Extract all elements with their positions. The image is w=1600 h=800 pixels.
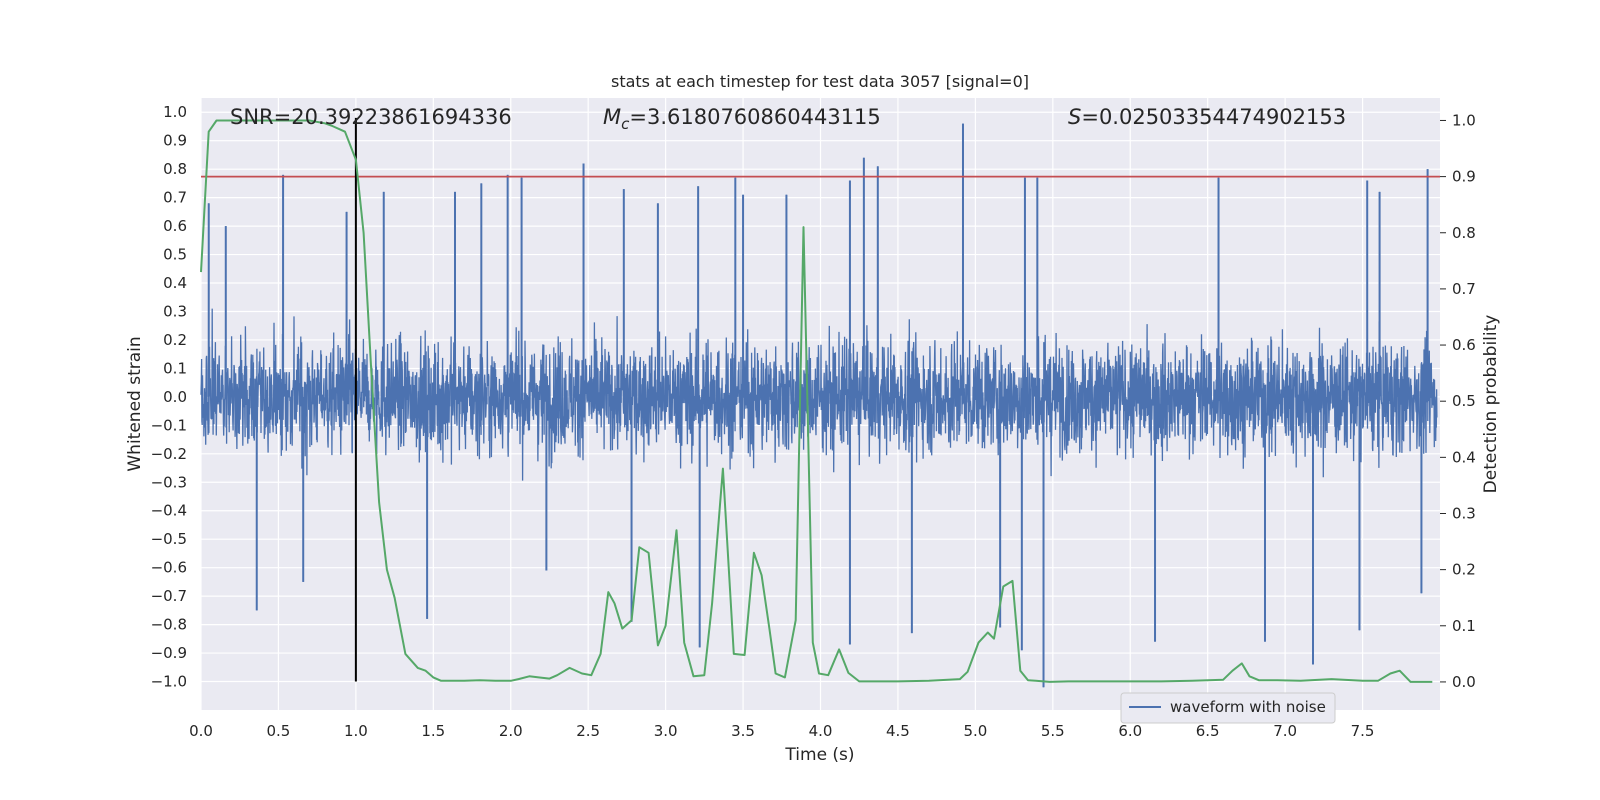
y-right-axis-label: Detection probability [1481, 315, 1501, 494]
y-left-tick-label: 0.0 [163, 388, 187, 406]
y-right-tick-label: 0.1 [1452, 617, 1476, 635]
y-left-tick-label: −0.8 [151, 616, 187, 634]
x-tick-label: 5.5 [1041, 722, 1065, 740]
y-left-tick-labels: 1.0 0.9 0.8 0.7 0.6 0.5 0.4 0.3 0.2 0.1 0.0 −0.1 −0.… [151, 103, 187, 690]
y-left-tick-label: 0.1 [163, 359, 187, 377]
reference-lines [201, 117, 1440, 682]
y-right-tick-label: 0.2 [1452, 561, 1476, 579]
y-right-tick-label: 0.5 [1452, 392, 1476, 410]
x-tick-labels: 0.0 0.5 1.0 1.5 2.0 2.5 3.0 3.5 4.0 4.5 5.0 5.5 6.0 6… [189, 722, 1374, 740]
y-left-tick-label: −0.4 [151, 502, 187, 520]
y-right-tick-label: 0.0 [1452, 673, 1476, 691]
y-left-tick-label: −0.7 [151, 587, 187, 605]
legend-label: waveform with noise [1170, 698, 1326, 716]
x-tick-label: 7.0 [1273, 722, 1297, 740]
s-annotation: S=0.02503354474902153 [1068, 105, 1346, 129]
y-left-tick-label: 0.3 [163, 302, 187, 320]
x-tick-label: 0.5 [267, 722, 291, 740]
y-left-tick-label: 0.4 [163, 274, 187, 292]
y-left-tick-label: 0.2 [163, 331, 187, 349]
x-tick-label: 1.0 [344, 722, 368, 740]
legend-box [1120, 692, 1336, 724]
chart-title: stats at each timestep for test data 305… [611, 72, 1029, 91]
y-left-tick-label: 0.8 [163, 160, 187, 178]
probability-series [200, 119, 1433, 683]
y-left-tick-label: 0.9 [163, 132, 187, 150]
snr-annotation: SNR=20.39223861694336 [230, 105, 512, 129]
y-right-tick-label: 0.6 [1452, 336, 1476, 354]
x-tick-label: 6.0 [1118, 722, 1142, 740]
x-tick-label: 3.0 [654, 722, 678, 740]
y-right-tick-label: 0.9 [1452, 168, 1476, 186]
x-tick-label: 6.5 [1196, 722, 1220, 740]
y-left-tick-label: −0.2 [151, 445, 187, 463]
y-left-tick-label: 0.7 [163, 189, 187, 207]
y-left-tick-label: −0.3 [151, 473, 187, 491]
y-left-tick-label: 1.0 [163, 103, 187, 121]
y-right-tick-label: 1.0 [1452, 111, 1476, 129]
y-left-tick-label: −0.9 [151, 644, 187, 662]
x-tick-label: 3.5 [731, 722, 755, 740]
x-tick-label: 2.5 [576, 722, 600, 740]
y-left-tick-label: −0.6 [151, 559, 187, 577]
x-tick-label: 1.5 [421, 722, 445, 740]
waveform-line [200, 123, 1438, 688]
x-tick-label: 7.5 [1351, 722, 1375, 740]
y-left-tick-label: −1.0 [151, 673, 187, 691]
x-tick-label: 4.5 [886, 722, 910, 740]
detection-probability-line [200, 119, 1433, 683]
legend: waveform with noise [1120, 692, 1336, 724]
x-axis-label: Time (s) [784, 745, 854, 765]
waveform-series [200, 123, 1438, 688]
y-left-tick-label: 0.6 [163, 217, 187, 235]
x-tick-label: 2.0 [499, 722, 523, 740]
y-left-tick-label: −0.1 [151, 416, 187, 434]
x-tick-label: 0.0 [189, 722, 213, 740]
y-right-tick-label: 0.3 [1452, 504, 1476, 522]
y-right-tick-label: 0.8 [1452, 224, 1476, 242]
y-right-tick-labels: 1.0 0.9 0.8 0.7 0.6 0.5 0.4 0.3 0.2 0.1 0.0 [1440, 111, 1476, 691]
x-tick-label: 4.0 [809, 722, 833, 740]
y-right-tick-label: 0.4 [1452, 448, 1476, 466]
y-left-tick-label: 0.5 [163, 246, 187, 264]
y-right-tick-label: 0.7 [1452, 280, 1476, 298]
y-left-tick-label: −0.5 [151, 530, 187, 548]
x-tick-label: 5.0 [963, 722, 987, 740]
chirp-mass-annotation: Mc=3.6180760860443115 [603, 105, 881, 133]
y-left-axis-label: Whitened strain [125, 336, 145, 471]
